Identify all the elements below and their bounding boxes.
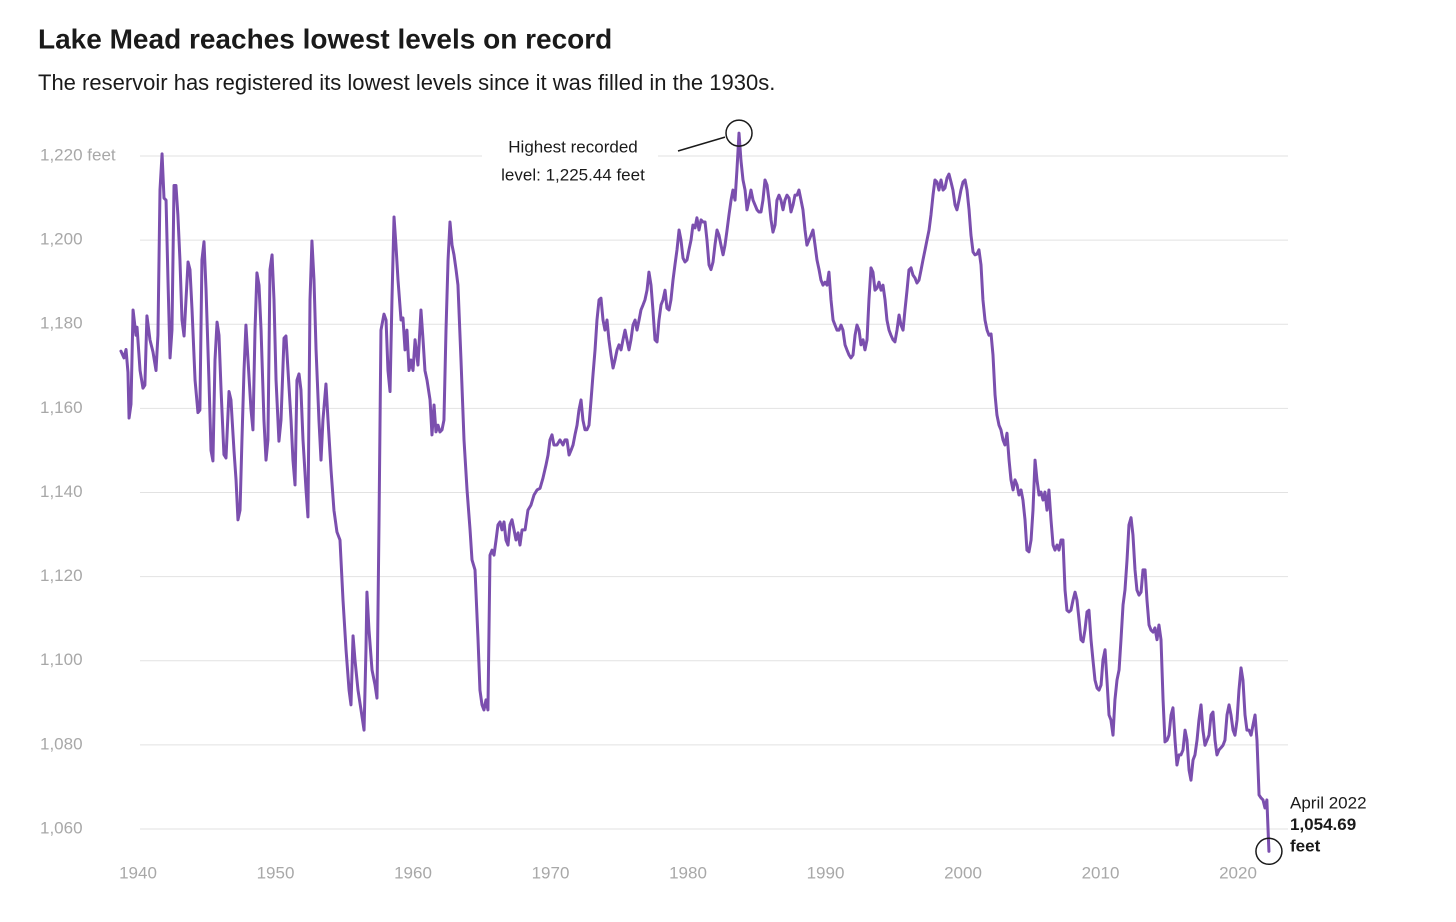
x-tick-label: 1990 bbox=[807, 863, 845, 882]
x-tick-label: 1980 bbox=[669, 863, 707, 882]
grid: 1,060 1,080 1,100 1,120 1,140 1,160 1,180 1,200… bbox=[40, 145, 1288, 882]
x-tick-label: 2020 bbox=[1219, 863, 1257, 882]
annotation-leader bbox=[677, 136, 726, 152]
y-tick-label: 1,220 feet bbox=[40, 145, 116, 164]
chart-subtitle: The reservoir has registered its lowest … bbox=[38, 70, 775, 95]
annotation-text: level: 1,225.44 feet bbox=[501, 165, 645, 184]
chart-title: Lake Mead reaches lowest levels on recor… bbox=[38, 23, 612, 54]
plot bbox=[119, 131, 1271, 853]
x-tick-label: 1960 bbox=[394, 863, 432, 882]
annotation-text: April 2022 bbox=[1290, 793, 1367, 812]
data-line bbox=[119, 131, 1271, 853]
y-tick-label: 1,180 bbox=[40, 314, 83, 333]
highlight-circle bbox=[725, 119, 753, 147]
annotation-text: Highest recorded bbox=[508, 137, 637, 156]
y-tick-label: 1,160 bbox=[40, 398, 83, 417]
x-tick-label: 1950 bbox=[257, 863, 295, 882]
x-tick-label: 1970 bbox=[532, 863, 570, 882]
y-tick-label: 1,200 bbox=[40, 230, 83, 249]
annotations: Highest recorded level: 1,225.44 feet Apri… bbox=[482, 119, 1367, 866]
y-tick-label: 1,100 bbox=[40, 650, 83, 669]
annotation-text: feet bbox=[1290, 836, 1321, 855]
y-tick-label: 1,140 bbox=[40, 482, 83, 501]
y-tick-label: 1,060 bbox=[40, 818, 83, 837]
x-tick-label: 2010 bbox=[1082, 863, 1120, 882]
highlight-circle bbox=[1255, 837, 1283, 866]
annotation-bg bbox=[482, 134, 658, 190]
y-tick-label: 1,120 bbox=[40, 566, 83, 585]
y-tick-label: 1,080 bbox=[40, 734, 83, 753]
x-tick-label: 2000 bbox=[944, 863, 982, 882]
annotation-text: 1,054.69 bbox=[1290, 815, 1356, 834]
x-tick-label: 1940 bbox=[119, 863, 157, 882]
